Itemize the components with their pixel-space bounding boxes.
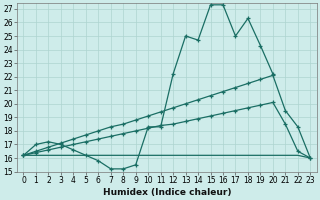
X-axis label: Humidex (Indice chaleur): Humidex (Indice chaleur) bbox=[103, 188, 231, 197]
